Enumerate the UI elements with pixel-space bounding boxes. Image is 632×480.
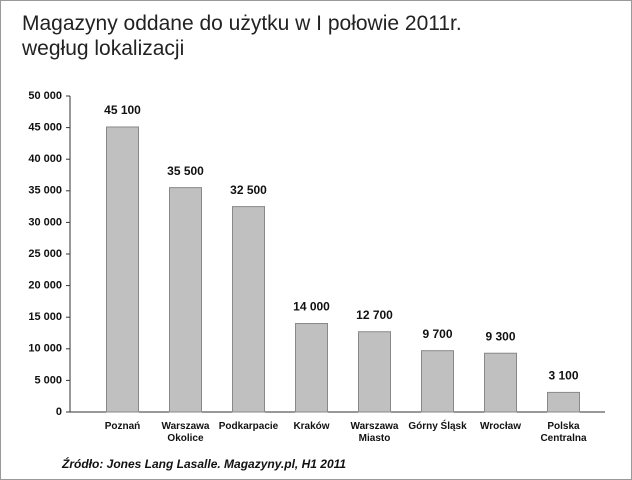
chart-title: Magazyny oddane do użytku w I połowie 20… xyxy=(22,12,462,35)
bar xyxy=(106,126,139,413)
value-label: 9 300 xyxy=(485,329,515,343)
y-tick-label: 20 000 xyxy=(28,280,62,292)
x-tick-label: Polska Centralna xyxy=(540,421,587,444)
y-tick-label: 0 xyxy=(56,406,62,418)
value-label: 12 700 xyxy=(356,308,393,322)
value-label: 32 500 xyxy=(230,183,267,197)
x-tick-label: Wrocław xyxy=(480,421,521,432)
value-label: 45 100 xyxy=(104,103,141,117)
bar xyxy=(358,331,391,413)
x-tick-label: Kraków xyxy=(293,421,329,432)
value-label: 9 700 xyxy=(422,327,452,341)
y-tick-label: 15 000 xyxy=(28,311,62,323)
bar xyxy=(484,352,517,413)
x-tick-label: Warszawa Miasto xyxy=(351,421,399,444)
bar xyxy=(232,206,265,413)
y-tick-label: 30 000 xyxy=(28,216,62,228)
source-note: Źródło: Jones Lang Lasalle. Magazyny.pl,… xyxy=(61,456,346,471)
y-tick-label: 5 000 xyxy=(34,374,62,386)
y-tick-label: 35 000 xyxy=(28,185,62,197)
y-tick-label: 10 000 xyxy=(28,343,62,355)
bar xyxy=(421,350,454,413)
x-tick-label: Górny Śląsk xyxy=(408,419,467,432)
y-tick-label: 25 000 xyxy=(28,248,62,260)
y-tick-label: 45 000 xyxy=(28,122,62,134)
bar xyxy=(295,323,328,413)
chart-subtitle: wegług lokalizacji xyxy=(21,37,184,60)
value-label: 35 500 xyxy=(167,164,204,178)
x-tick-label: Poznań xyxy=(105,421,141,432)
bar xyxy=(547,391,580,413)
value-label: 3 100 xyxy=(548,369,578,383)
value-label: 14 000 xyxy=(293,300,330,314)
x-tick-label: Podkarpacie xyxy=(219,421,279,432)
x-tick-label: Warszawa Okolice xyxy=(162,421,210,444)
y-tick-label: 50 000 xyxy=(28,90,62,102)
y-tick-label: 40 000 xyxy=(28,153,62,165)
bar xyxy=(169,187,202,413)
